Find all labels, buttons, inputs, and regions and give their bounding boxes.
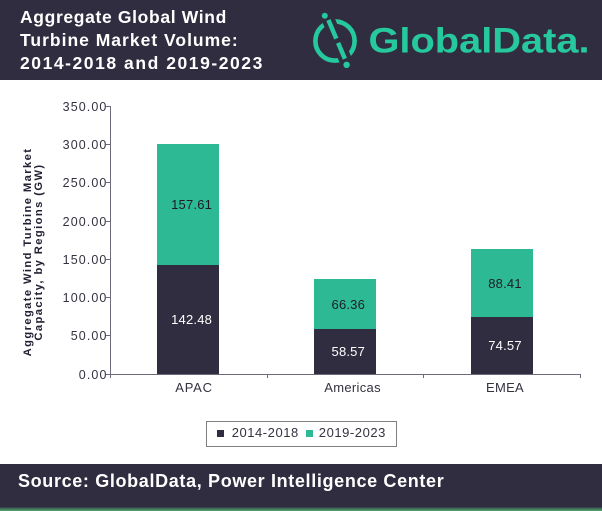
svg-text:GlobalData.: GlobalData. — [369, 22, 590, 61]
